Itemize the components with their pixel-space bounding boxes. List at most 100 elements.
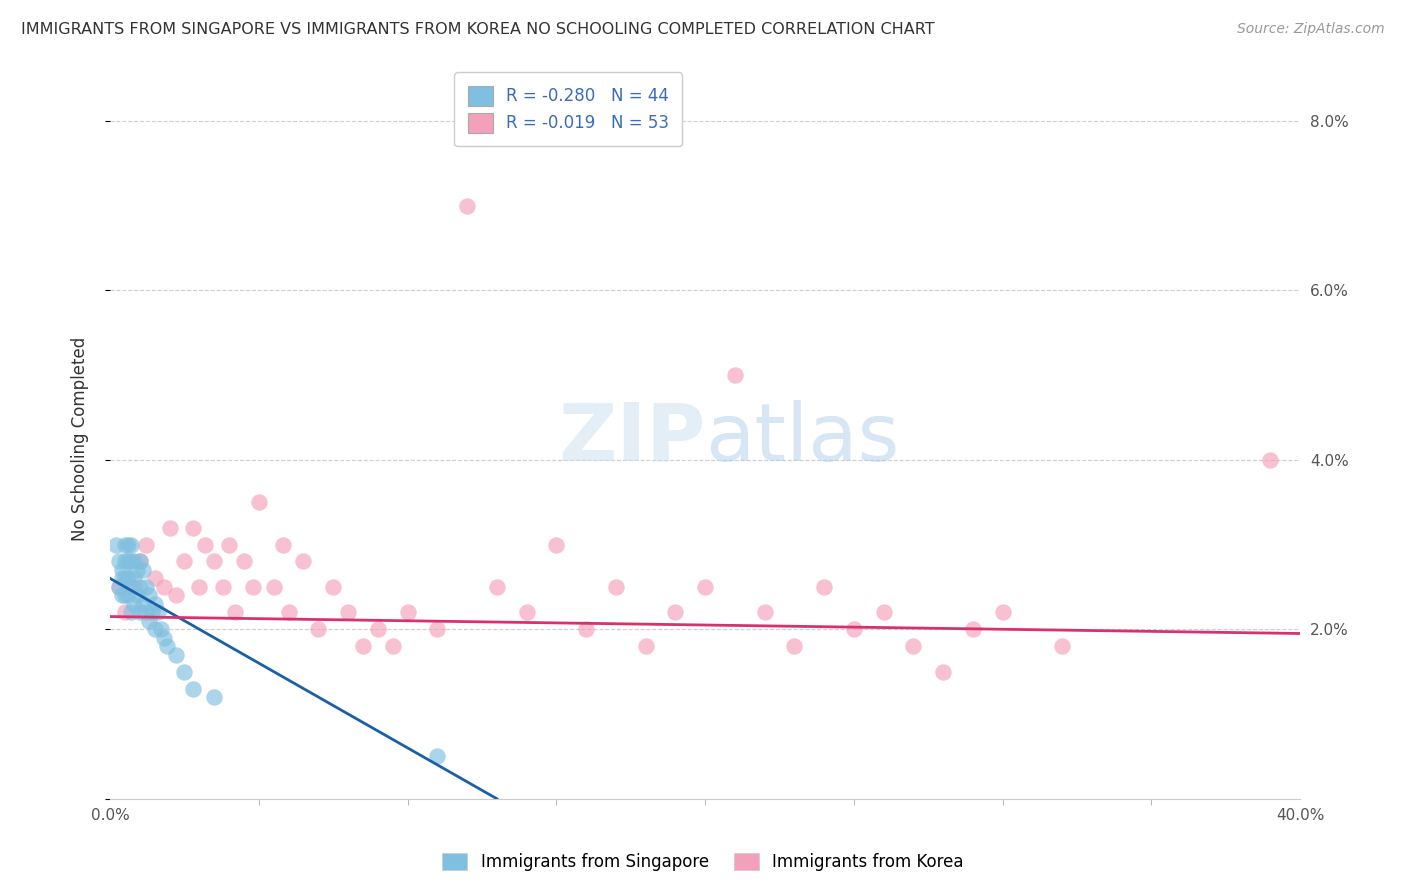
Point — [352, 639, 374, 653]
Point — [125, 588, 148, 602]
Point — [108, 554, 131, 568]
Legend: R = -0.280   N = 44, R = -0.019   N = 53: R = -0.280 N = 44, R = -0.019 N = 53 — [454, 72, 682, 146]
Point — [842, 622, 865, 636]
Legend: Immigrants from Singapore, Immigrants from Korea: Immigrants from Singapore, Immigrants fr… — [434, 845, 972, 880]
Point — [242, 580, 264, 594]
Point — [322, 580, 344, 594]
Point — [233, 554, 256, 568]
Point — [263, 580, 285, 594]
Point — [396, 605, 419, 619]
Point — [117, 554, 139, 568]
Point — [152, 631, 174, 645]
Point — [122, 571, 145, 585]
Point — [307, 622, 329, 636]
Point — [932, 665, 955, 679]
Point — [117, 537, 139, 551]
Point — [132, 563, 155, 577]
Text: IMMIGRANTS FROM SINGAPORE VS IMMIGRANTS FROM KOREA NO SCHOOLING COMPLETED CORREL: IMMIGRANTS FROM SINGAPORE VS IMMIGRANTS … — [21, 22, 935, 37]
Point — [117, 571, 139, 585]
Point — [183, 681, 205, 696]
Point — [122, 554, 145, 568]
Point — [575, 622, 598, 636]
Point — [146, 605, 169, 619]
Point — [114, 537, 136, 551]
Point — [120, 537, 142, 551]
Point — [165, 588, 187, 602]
Y-axis label: No Schooling Completed: No Schooling Completed — [72, 336, 89, 541]
Point — [108, 580, 131, 594]
Point — [212, 580, 235, 594]
Point — [128, 554, 150, 568]
Point — [143, 597, 166, 611]
Point — [724, 368, 747, 382]
Point — [120, 605, 142, 619]
Point — [224, 605, 246, 619]
Point — [135, 605, 157, 619]
Point — [292, 554, 315, 568]
Point — [962, 622, 984, 636]
Point — [426, 749, 449, 764]
Point — [165, 648, 187, 662]
Point — [155, 639, 177, 653]
Point — [135, 580, 157, 594]
Point — [114, 588, 136, 602]
Point — [664, 605, 686, 619]
Point — [188, 580, 211, 594]
Point — [132, 597, 155, 611]
Point — [367, 622, 389, 636]
Point — [111, 563, 134, 577]
Point — [138, 588, 160, 602]
Point — [114, 554, 136, 568]
Point — [128, 605, 150, 619]
Point — [1260, 452, 1282, 467]
Point — [111, 571, 134, 585]
Point — [426, 622, 449, 636]
Point — [141, 605, 163, 619]
Point — [605, 580, 627, 594]
Point — [754, 605, 776, 619]
Point — [159, 520, 181, 534]
Point — [143, 622, 166, 636]
Point — [783, 639, 806, 653]
Point — [105, 537, 128, 551]
Text: Source: ZipAtlas.com: Source: ZipAtlas.com — [1237, 22, 1385, 37]
Point — [111, 588, 134, 602]
Point — [135, 537, 157, 551]
Point — [183, 520, 205, 534]
Point — [138, 614, 160, 628]
Point — [271, 537, 294, 551]
Point — [218, 537, 240, 551]
Point — [1050, 639, 1073, 653]
Point — [114, 571, 136, 585]
Point — [202, 554, 225, 568]
Point — [695, 580, 717, 594]
Point — [120, 580, 142, 594]
Point — [516, 605, 538, 619]
Point — [337, 605, 360, 619]
Point — [125, 563, 148, 577]
Point — [173, 665, 195, 679]
Point — [546, 537, 568, 551]
Point — [903, 639, 925, 653]
Point — [149, 622, 172, 636]
Point — [247, 495, 270, 509]
Point — [122, 597, 145, 611]
Point — [456, 198, 478, 212]
Point — [381, 639, 404, 653]
Point — [117, 588, 139, 602]
Point — [991, 605, 1014, 619]
Text: ZIP: ZIP — [558, 400, 706, 477]
Point — [122, 580, 145, 594]
Point — [128, 580, 150, 594]
Point — [634, 639, 657, 653]
Point — [120, 554, 142, 568]
Point — [128, 554, 150, 568]
Point — [872, 605, 894, 619]
Point — [173, 554, 195, 568]
Point — [194, 537, 217, 551]
Point — [152, 580, 174, 594]
Point — [143, 571, 166, 585]
Point — [485, 580, 508, 594]
Text: atlas: atlas — [706, 400, 900, 477]
Point — [202, 690, 225, 704]
